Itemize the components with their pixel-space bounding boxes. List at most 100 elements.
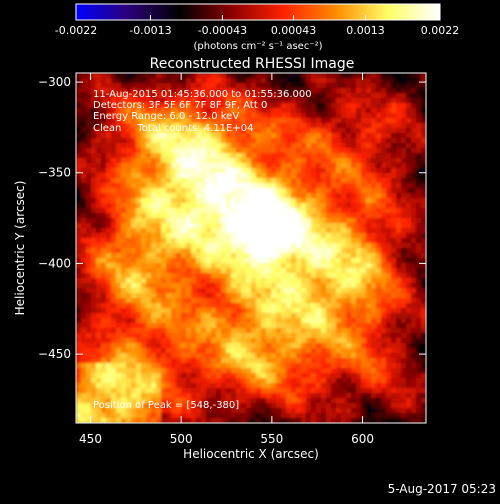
heatmap-cell [206, 358, 212, 364]
heatmap-cell [191, 113, 197, 119]
heatmap-cell [291, 133, 297, 139]
heatmap-cell [81, 418, 87, 423]
heatmap-cell [416, 338, 422, 344]
heatmap-cell [81, 248, 87, 254]
heatmap-cell [316, 163, 322, 169]
heatmap-cell [121, 278, 127, 284]
heatmap-cell [346, 393, 352, 399]
heatmap-cell [136, 168, 142, 174]
heatmap-cell [316, 303, 322, 309]
heatmap-cell [246, 203, 252, 209]
heatmap-cell [366, 98, 372, 104]
heatmap-cell [101, 223, 107, 229]
heatmap-cell [301, 348, 307, 354]
heatmap-cell [311, 83, 317, 89]
heatmap-cell [396, 358, 402, 364]
heatmap-cell [256, 218, 262, 224]
heatmap-cell [401, 238, 407, 244]
heatmap-cell [116, 238, 122, 244]
heatmap-cell [221, 278, 227, 284]
heatmap-cell [341, 368, 347, 374]
heatmap-cell [416, 163, 422, 169]
heatmap-cell [256, 333, 262, 339]
heatmap-cell [366, 368, 372, 374]
heatmap-cell [411, 93, 417, 99]
heatmap-cell [251, 248, 257, 254]
heatmap-cell [106, 173, 112, 179]
heatmap-cell [256, 133, 262, 139]
heatmap-cell [196, 323, 202, 329]
heatmap-cell [326, 338, 332, 344]
heatmap-cell [91, 268, 97, 274]
heatmap-cell [356, 248, 362, 254]
heatmap-cell [291, 173, 297, 179]
heatmap-cell [256, 233, 262, 239]
heatmap-cell [91, 193, 97, 199]
heatmap-cell [201, 403, 207, 409]
heatmap-cell [411, 148, 417, 154]
heatmap-cell [146, 133, 152, 139]
heatmap-cell [151, 298, 157, 304]
heatmap-cell [406, 323, 412, 329]
heatmap-cell [196, 178, 202, 184]
heatmap-cell [161, 403, 167, 409]
heatmap-cell [146, 93, 152, 99]
heatmap-cell [336, 198, 342, 204]
heatmap-cell [356, 208, 362, 214]
heatmap-cell [371, 108, 377, 114]
heatmap-cell [111, 228, 117, 234]
heatmap-cell [176, 348, 182, 354]
heatmap-cell [351, 118, 357, 124]
heatmap-cell [151, 83, 157, 89]
heatmap-cell [236, 268, 242, 274]
heatmap-cell [86, 218, 92, 224]
heatmap-cell [131, 238, 137, 244]
heatmap-cell [156, 93, 162, 99]
heatmap-cell [131, 348, 137, 354]
heatmap-cell [176, 193, 182, 199]
heatmap-cell [76, 228, 82, 234]
heatmap-cell [246, 233, 252, 239]
heatmap-cell [86, 373, 92, 379]
heatmap-cell [276, 168, 282, 174]
heatmap-cell [276, 368, 282, 374]
heatmap-cell [411, 418, 417, 423]
heatmap-cell [421, 133, 426, 139]
heatmap-cell [371, 218, 377, 224]
heatmap-cell [211, 233, 217, 239]
heatmap-cell [411, 233, 417, 239]
heatmap-cell [271, 138, 277, 144]
heatmap-cell [396, 263, 402, 269]
heatmap-cell [251, 303, 257, 309]
heatmap-cell [156, 383, 162, 389]
heatmap-cell [131, 383, 137, 389]
heatmap-cell [286, 243, 292, 249]
heatmap-cell [86, 263, 92, 269]
heatmap-cell [411, 288, 417, 294]
heatmap-cell [366, 228, 372, 234]
heatmap-cell [216, 338, 222, 344]
heatmap-cell [186, 78, 192, 84]
heatmap-cell [366, 388, 372, 394]
heatmap-cell [101, 263, 107, 269]
heatmap-cell [296, 353, 302, 359]
heatmap-cell [136, 138, 142, 144]
heatmap-cell [276, 258, 282, 264]
heatmap-cell [351, 313, 357, 319]
heatmap-cell [81, 188, 87, 194]
heatmap-cell [76, 88, 82, 94]
heatmap-cell [311, 143, 317, 149]
heatmap-cell [416, 118, 422, 124]
heatmap-cell [321, 258, 327, 264]
heatmap-cell [221, 368, 227, 374]
heatmap-cell [376, 418, 382, 423]
heatmap-cell [321, 103, 327, 109]
heatmap-cell [136, 363, 142, 369]
heatmap-cell [146, 173, 152, 179]
heatmap-cell [286, 333, 292, 339]
heatmap-cell [141, 183, 147, 189]
heatmap-cell [76, 273, 82, 279]
heatmap-cell [96, 328, 102, 334]
heatmap-cell [346, 303, 352, 309]
heatmap-cell [401, 103, 407, 109]
